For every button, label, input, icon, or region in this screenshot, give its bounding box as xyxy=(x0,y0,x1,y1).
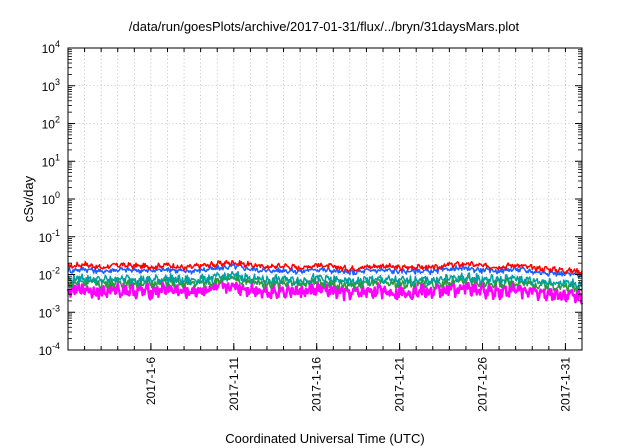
y-axis: 10-4 10-3 10-2 10-1 100 101 102 103 104 xyxy=(39,39,582,358)
plot-frame xyxy=(67,47,583,351)
y-tick-label: 10-4 xyxy=(39,341,60,358)
chart-title: /data/run/goesPlots/archive/2017-01-31/f… xyxy=(129,19,520,34)
x-tick-label: 2017-1-11 xyxy=(227,357,241,411)
y-tick-label: 10-3 xyxy=(39,303,60,320)
x-axis: 2017-1-6 2017-1-11 2017-1-16 2017-1-21 2017-… xyxy=(84,48,572,412)
x-tick-label: 2017-1-31 xyxy=(558,357,572,412)
series-line xyxy=(67,263,583,279)
y-tick-label: 103 xyxy=(42,77,60,94)
y-tick-label: 10-1 xyxy=(39,228,60,245)
x-tick-label: 2017-1-21 xyxy=(393,357,407,412)
x-tick-label: 2017-1-16 xyxy=(310,357,324,412)
grid xyxy=(68,48,582,350)
y-tick-label: 100 xyxy=(42,190,60,207)
y-tick-label: 102 xyxy=(42,115,60,132)
y-tick-label: 104 xyxy=(42,39,60,56)
x-tick-label: 2017-1-6 xyxy=(144,357,158,405)
series-line xyxy=(67,270,583,290)
y-tick-label: 101 xyxy=(42,152,60,169)
x-tick-label: 2017-1-26 xyxy=(476,357,490,412)
series-line xyxy=(67,259,583,276)
series-layer xyxy=(66,259,584,305)
y-tick-label: 10-2 xyxy=(39,266,60,283)
x-axis-label: Coordinated Universal Time (UTC) xyxy=(225,431,424,446)
y-axis-label: cSv/day xyxy=(21,175,36,222)
